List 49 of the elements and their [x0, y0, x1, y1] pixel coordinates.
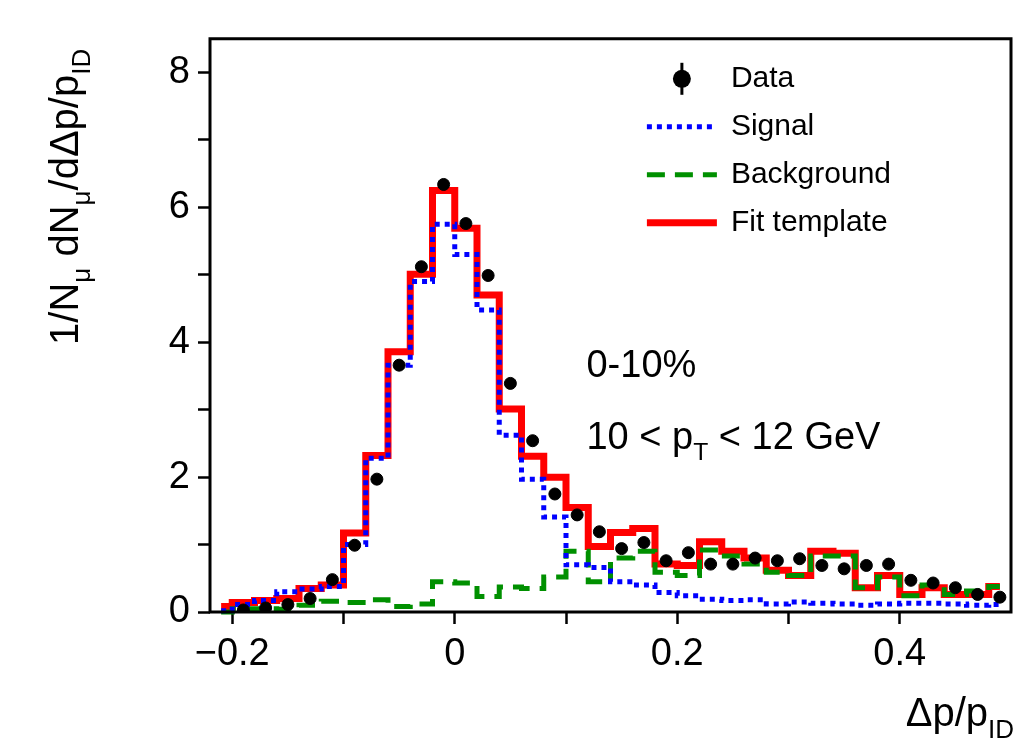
y-tick-label: 8	[168, 49, 190, 91]
point	[726, 557, 740, 571]
point	[325, 573, 339, 587]
point	[748, 551, 762, 565]
y-tick-label: 4	[168, 318, 190, 361]
legend-label: Signal	[730, 108, 815, 142]
annotation: 0-10%	[586, 342, 697, 385]
point	[904, 573, 918, 587]
x-tick-label: 0.4	[873, 631, 927, 674]
x-tick-label: −0.2	[194, 631, 270, 674]
point	[303, 592, 317, 606]
point	[971, 587, 985, 601]
point	[659, 554, 673, 568]
point	[592, 525, 606, 539]
y-tick-label: 0	[168, 588, 190, 631]
point	[570, 508, 584, 522]
point	[681, 546, 695, 560]
point	[526, 434, 540, 448]
point	[770, 554, 784, 568]
point	[370, 472, 384, 486]
point	[281, 598, 295, 612]
y-axis-title: 1/Nμ dNμ/dΔp/pID	[42, 48, 96, 345]
point	[348, 538, 362, 552]
point	[882, 557, 896, 571]
point	[704, 557, 718, 571]
point	[548, 487, 562, 501]
y-tick-label: 2	[168, 453, 190, 496]
point	[637, 536, 651, 550]
x-tick-label: 0.2	[650, 631, 704, 674]
x-tick-label: 0	[444, 631, 466, 674]
legend-label: Background	[730, 156, 891, 190]
point	[948, 581, 962, 595]
point	[993, 590, 1007, 604]
y-tick-label: 6	[168, 183, 190, 226]
point	[503, 376, 517, 390]
point	[926, 576, 940, 590]
point	[481, 269, 495, 282]
point	[615, 542, 629, 556]
point	[837, 562, 851, 576]
legend-label: Fit template	[730, 204, 888, 238]
point	[414, 260, 428, 274]
point	[259, 601, 273, 612]
point	[859, 558, 873, 572]
point	[815, 558, 829, 572]
point	[437, 177, 451, 191]
point	[793, 552, 807, 566]
legend-label: Data	[730, 60, 795, 94]
point	[459, 217, 473, 231]
point	[392, 358, 406, 372]
